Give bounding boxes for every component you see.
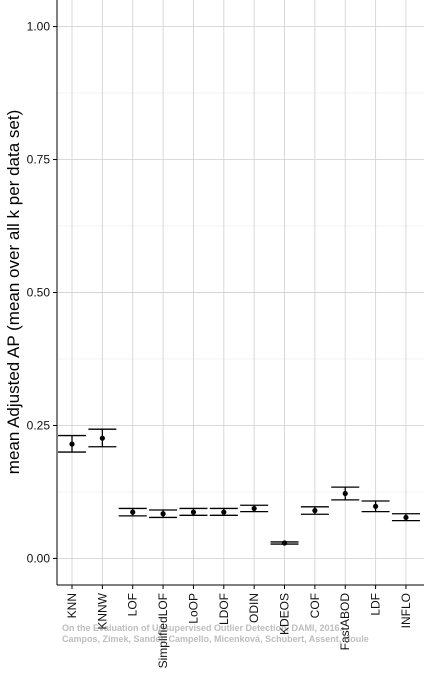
data-point xyxy=(373,503,379,509)
y-tick-label: 0.00 xyxy=(27,551,51,565)
data-point xyxy=(403,514,409,521)
data-point xyxy=(160,511,166,517)
data-point xyxy=(281,540,288,546)
data-point xyxy=(130,509,136,515)
data-point xyxy=(221,509,227,515)
x-tick-label: COF xyxy=(308,593,322,618)
data-point xyxy=(312,507,318,514)
y-axis-title: mean Adjusted AP (mean over all k per da… xyxy=(4,110,23,474)
y-ticks: 0.00 0.25 0.50 0.75 1.00 xyxy=(27,20,57,565)
x-tick-label: FastABOD xyxy=(338,593,352,651)
x-tick-label: LoOP xyxy=(186,593,200,624)
y-tick-label: 0.75 xyxy=(27,153,51,167)
x-tick-label: KNN xyxy=(65,593,79,618)
watermark-line-2: Campos, Zimek, Sander, Campello, Micenko… xyxy=(62,634,369,644)
data-point xyxy=(190,509,197,515)
y-tick-label: 0.25 xyxy=(27,418,51,432)
data-point xyxy=(251,505,257,512)
data-points xyxy=(69,435,409,546)
x-ticks: KNN KNNW LOF SimplifiedLOF LoOP LDOF ODIN KDEOS… xyxy=(65,585,413,668)
x-tick-label: LDOF xyxy=(217,593,231,625)
y-tick-label: 0.50 xyxy=(27,286,51,300)
data-point xyxy=(69,441,75,447)
watermark-line-1: On the Evaluation of Unsupervised Outlie… xyxy=(62,623,342,633)
x-tick-label: KDEOS xyxy=(278,593,292,635)
x-tick-label: LDF xyxy=(369,593,383,616)
x-tick-label: ODIN xyxy=(247,593,261,623)
x-tick-label: INFLO xyxy=(399,593,413,628)
x-tick-label: KNNW xyxy=(95,592,109,629)
data-point xyxy=(342,490,348,497)
x-tick-label: SimplifiedLOF xyxy=(156,593,170,668)
data-point xyxy=(99,435,105,441)
y-tick-label: 1.00 xyxy=(27,20,51,34)
x-tick-label: LOF xyxy=(126,593,140,616)
grid-minor xyxy=(57,92,424,493)
